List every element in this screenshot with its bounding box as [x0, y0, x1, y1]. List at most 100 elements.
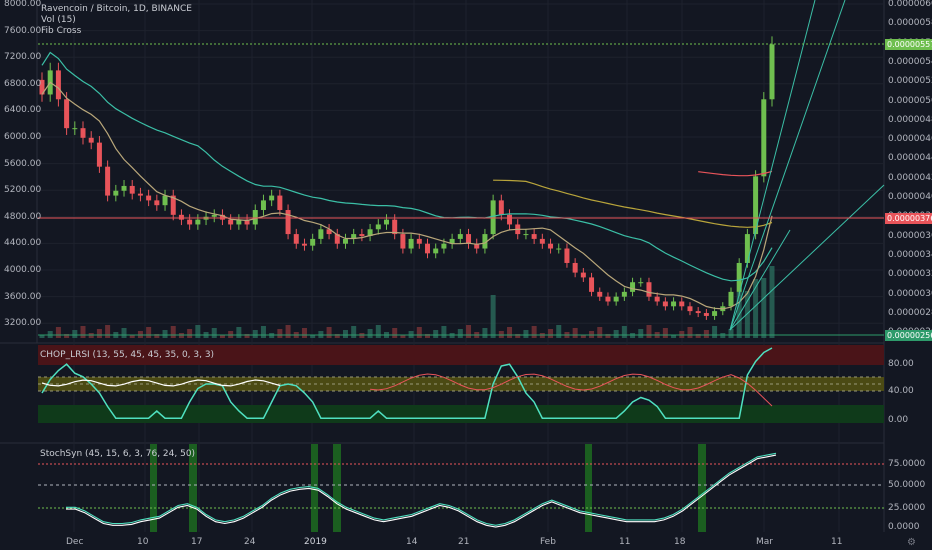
time-axis-label: 11: [619, 537, 631, 547]
candle-body: [408, 238, 414, 249]
candle-body: [252, 210, 258, 225]
time-axis-label: 18: [674, 537, 686, 547]
candle-body: [137, 193, 143, 196]
candle-body: [753, 176, 759, 235]
volume-bar: [301, 328, 307, 338]
right_axis-label: 0.00000300: [888, 288, 932, 299]
candle-body: [605, 296, 611, 302]
volume-bar: [80, 326, 86, 338]
stoch-signal-bar: [698, 444, 706, 532]
time-axis-label: 24: [244, 537, 256, 547]
chop-title[interactable]: CHOP_LRSI (13, 55, 45, 45, 35, 0, 3, 3): [40, 350, 215, 360]
volume-bar: [605, 334, 611, 338]
right_axis-label: 0.00000460: [888, 134, 932, 145]
candle-body: [425, 243, 431, 254]
candle-body: [769, 44, 775, 100]
volume-bar: [728, 329, 734, 338]
candle-body: [744, 234, 750, 263]
time-axis-label: 17: [191, 537, 203, 547]
right_axis-label: 0.00000600: [888, 0, 932, 9]
volume-bar: [621, 326, 627, 338]
stoch-signal-bar: [150, 444, 157, 532]
volume-bar: [457, 329, 463, 338]
candle-body: [146, 195, 152, 201]
candle-body: [105, 166, 111, 196]
time-axis-label: 21: [458, 537, 470, 547]
candle-body: [170, 195, 176, 215]
stoch-axis-label: 25.0000: [888, 503, 926, 513]
right_axis-label: 0.00000480: [888, 114, 932, 125]
fib-fan-line: [729, 229, 791, 331]
candle-body: [121, 185, 127, 191]
candle-body: [548, 243, 554, 249]
gear-icon[interactable]: ⚙: [907, 537, 916, 548]
volume-bar: [219, 335, 225, 338]
candle-body: [736, 262, 742, 292]
fib-label[interactable]: Fib Cross: [41, 26, 82, 36]
volume-bar: [342, 330, 348, 338]
volume-bar: [482, 328, 488, 338]
ma-tan-line: [41, 81, 773, 310]
right_axis-label: 0.00000360: [888, 230, 932, 241]
volume-bar: [515, 334, 521, 338]
volume-bar: [638, 329, 644, 338]
volume-bar: [129, 335, 135, 338]
right_axis-label: 0.00000340: [888, 249, 932, 260]
volume-bar: [375, 325, 381, 338]
candle-body: [416, 238, 422, 244]
volume-bar: [392, 328, 398, 338]
volume-bar: [310, 335, 316, 338]
candle-body: [129, 185, 135, 194]
volume-bar: [96, 329, 102, 338]
candle-body: [654, 296, 660, 302]
stoch-d-line: [66, 454, 777, 528]
left_axis-label: 3200.00: [4, 318, 42, 329]
candle-body: [219, 214, 225, 220]
volume-bar: [753, 279, 759, 338]
symbol-label[interactable]: Ravencoin / Bitcoin, 1D, BINANCE: [41, 4, 192, 14]
candle-body: [441, 243, 447, 249]
candle-body: [482, 234, 488, 249]
right_axis-label: 0.00000580: [888, 18, 932, 29]
candle-body: [671, 301, 677, 307]
candle-body: [433, 248, 439, 254]
volume-bar: [687, 327, 693, 338]
chop-line: [41, 347, 773, 419]
stoch-k-line: [66, 452, 777, 526]
chart-legend: Ravencoin / Bitcoin, 1D, BINANCE Vol (15…: [41, 4, 192, 37]
stoch-signal-bar: [585, 444, 592, 532]
candle-body: [187, 219, 193, 225]
candle-body: [466, 234, 472, 244]
candle-body: [301, 243, 307, 246]
candle-body: [269, 195, 275, 201]
time-axis-label: Dec: [66, 537, 84, 547]
volume-bar: [531, 326, 537, 338]
candle-body: [88, 137, 94, 143]
candle-body: [342, 238, 348, 244]
volume-bar: [572, 328, 578, 338]
candle-body: [359, 234, 365, 237]
left_axis-label: 7200.00: [4, 52, 42, 63]
candle-body: [687, 306, 693, 312]
volume-label[interactable]: Vol (15): [41, 15, 76, 25]
right_axis-label: 0.00000500: [888, 95, 932, 106]
candle-body: [244, 219, 250, 225]
volume-bar: [433, 330, 439, 338]
red-line-price-tag: 0.00000376: [885, 213, 932, 224]
candle-body: [613, 296, 619, 302]
left_axis-label: 7600.00: [4, 25, 42, 36]
candle-body: [154, 200, 160, 206]
candle-body: [318, 229, 324, 239]
stoch-title[interactable]: StochSyn (45, 15, 6, 3, 76, 24, 50): [40, 449, 196, 459]
candle-body: [260, 200, 266, 211]
chop-axis-label: 40.00: [888, 386, 914, 396]
right_axis-label: 0.00000520: [888, 76, 932, 87]
volume-bar: [285, 325, 291, 338]
volume-bar: [64, 334, 70, 338]
left_axis-label: 6800.00: [4, 78, 42, 89]
candle-body: [285, 210, 291, 235]
candle-body: [400, 234, 406, 249]
right_axis-label: 0.00000280: [888, 307, 932, 318]
volume-bar: [334, 334, 340, 338]
